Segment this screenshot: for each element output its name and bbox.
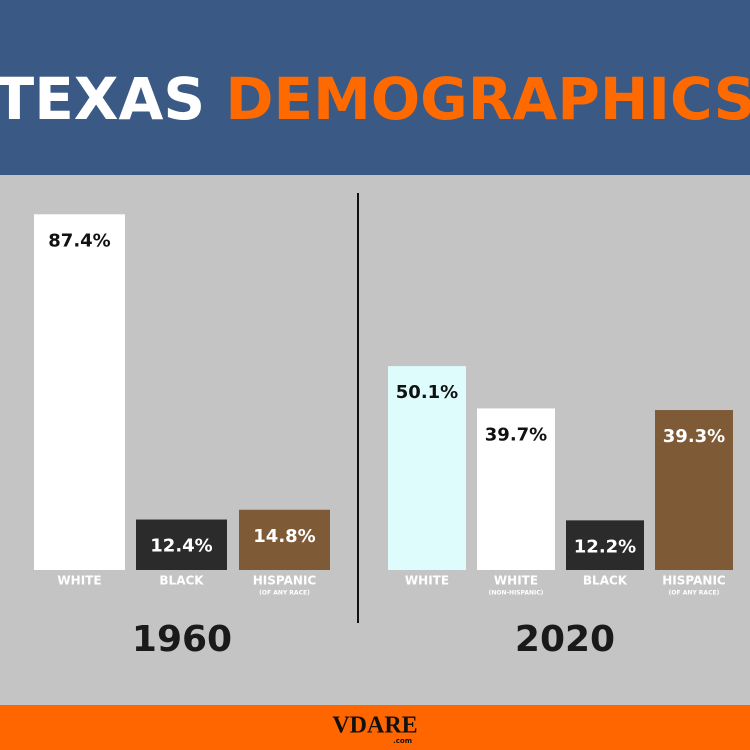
value-label: 14.8% xyxy=(253,526,315,547)
category-label: BLACK xyxy=(583,574,628,588)
bar xyxy=(566,520,644,570)
value-label: 39.7% xyxy=(485,424,547,445)
title: TEXAS DEMOGRAPHICS xyxy=(0,65,750,133)
title-part: DEMOGRAPHICS xyxy=(225,65,750,133)
footer-band xyxy=(0,705,750,750)
bar xyxy=(136,519,227,570)
value-label: 39.3% xyxy=(663,426,725,447)
bar xyxy=(655,410,733,570)
category-sublabel: (OF ANY RACE) xyxy=(669,590,720,597)
logo-suffix: .com xyxy=(393,737,412,745)
bar xyxy=(34,214,125,571)
category-label: WHITE xyxy=(57,574,101,588)
category-sublabel: (OF ANY RACE) xyxy=(259,590,310,597)
bar xyxy=(388,366,466,570)
category-label: WHITE xyxy=(494,574,538,588)
value-label: 12.2% xyxy=(574,536,636,557)
bar xyxy=(477,408,555,570)
category-label: HISPANIC xyxy=(253,574,317,588)
value-label: 12.4% xyxy=(150,536,212,557)
header-band xyxy=(0,0,750,175)
value-label: 87.4% xyxy=(48,230,110,251)
value-label: 50.1% xyxy=(396,382,458,403)
bar xyxy=(239,509,330,570)
title-part: TEXAS xyxy=(0,65,205,133)
category-label: WHITE xyxy=(405,574,449,588)
category-sublabel: (NON-HISPANIC) xyxy=(489,590,544,597)
logo: VDARE xyxy=(332,713,417,739)
category-label: HISPANIC xyxy=(662,574,726,588)
chart-title: 1960 xyxy=(132,619,232,660)
category-label: BLACK xyxy=(159,574,204,588)
chart-title: 2020 xyxy=(515,619,615,660)
